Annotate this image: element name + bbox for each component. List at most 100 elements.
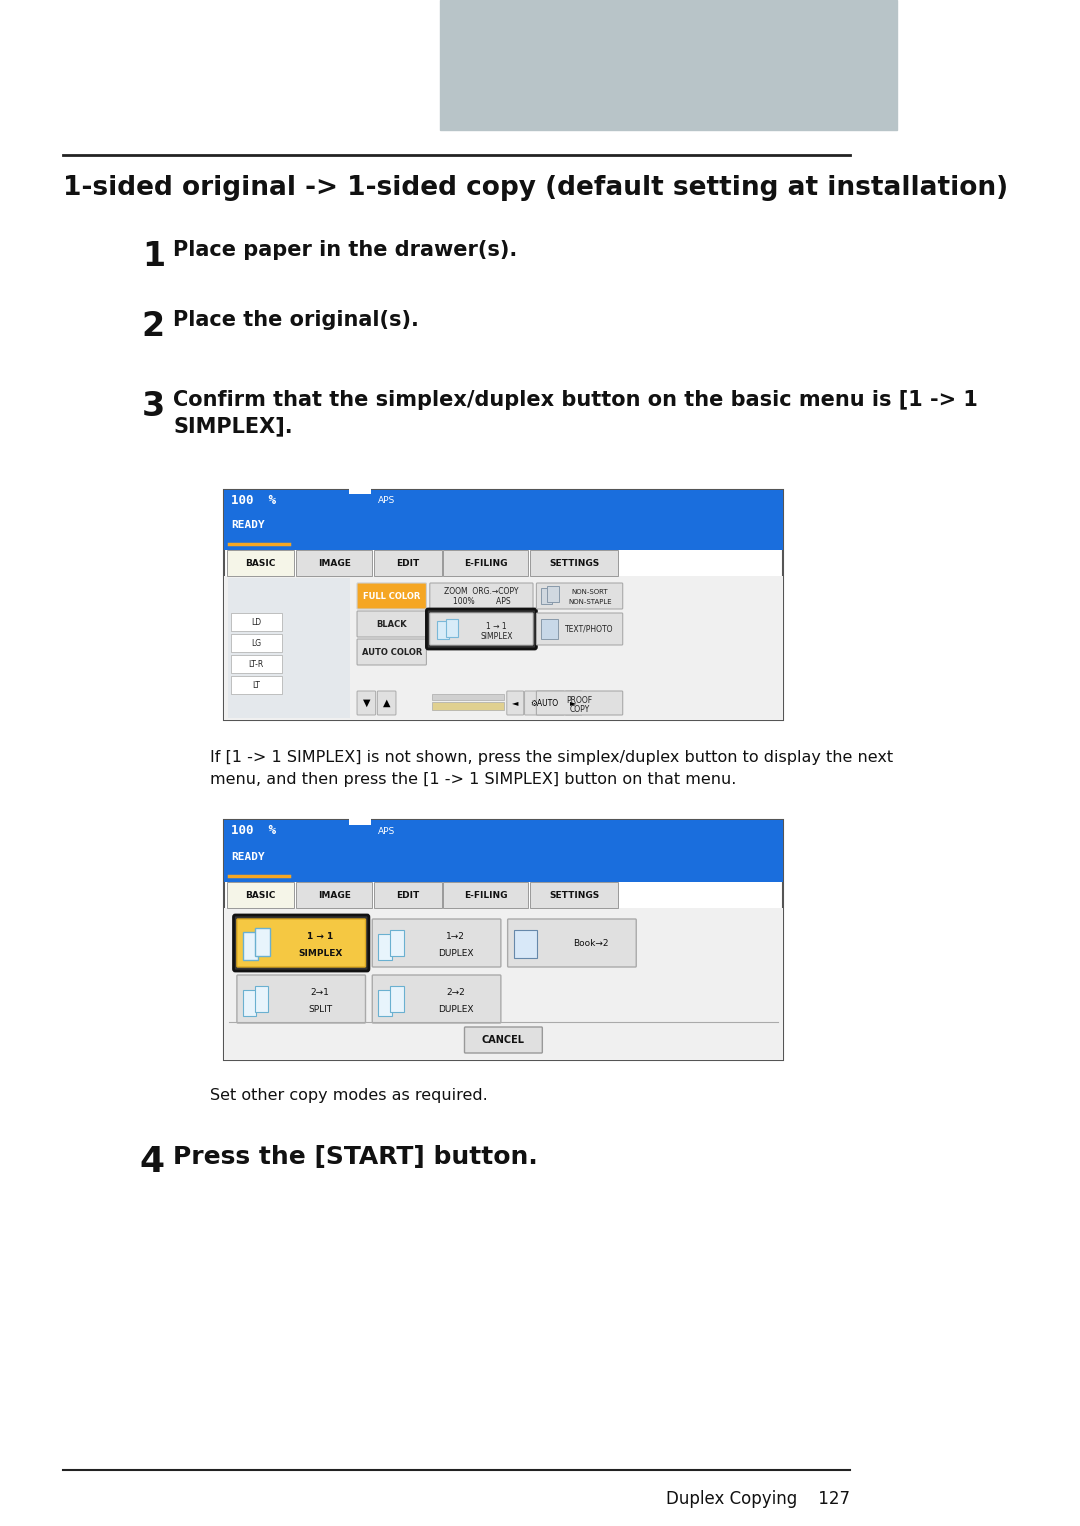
Text: FULL COLOR: FULL COLOR [363,592,420,601]
Text: ◄: ◄ [512,699,518,708]
Text: 100%         APS: 100% APS [453,597,510,606]
FancyBboxPatch shape [377,691,396,716]
Text: LT: LT [253,681,260,690]
Bar [255,928,270,955]
FancyBboxPatch shape [233,916,369,971]
Bar [390,986,404,1012]
FancyBboxPatch shape [357,610,427,636]
Bar [514,929,537,958]
Text: EDIT: EDIT [396,559,419,568]
Text: LG: LG [252,638,261,647]
Text: ►: ► [570,699,577,708]
Text: BASIC: BASIC [245,559,275,568]
Bar [225,575,783,720]
FancyBboxPatch shape [537,613,623,645]
Bar [374,549,442,575]
Bar [378,990,392,1016]
Text: Set other copy modes as required.: Set other copy modes as required. [210,1088,487,1103]
Text: 1: 1 [356,494,364,508]
FancyBboxPatch shape [237,919,365,967]
Bar [440,0,896,130]
Bar [529,882,619,908]
Bar [243,990,256,1016]
Text: ▼: ▼ [363,697,370,708]
Text: ZOOM  ORG.→COPY: ZOOM ORG.→COPY [444,588,518,597]
Text: 1-sided original -> 1-sided copy (default setting at installation): 1-sided original -> 1-sided copy (defaul… [64,175,1009,201]
Bar [225,908,783,1061]
Text: READY: READY [231,852,265,862]
FancyBboxPatch shape [357,691,376,716]
Bar [227,882,295,908]
Bar [225,490,783,720]
Text: SPLIT: SPLIT [308,1004,333,1013]
Text: DUPLEX: DUPLEX [437,949,473,958]
FancyBboxPatch shape [373,975,501,1022]
FancyBboxPatch shape [237,975,365,1022]
Text: Duplex Copying    127: Duplex Copying 127 [666,1489,850,1508]
FancyBboxPatch shape [430,613,534,645]
Bar [432,702,504,710]
FancyBboxPatch shape [508,919,636,967]
Bar [228,578,350,719]
Text: PROOF: PROOF [567,696,593,705]
Text: COPY: COPY [569,705,590,714]
FancyBboxPatch shape [507,691,524,716]
Bar [529,549,619,575]
Text: BASIC: BASIC [245,891,275,899]
Bar [296,549,373,575]
FancyBboxPatch shape [357,639,427,665]
Text: IMAGE: IMAGE [318,891,351,899]
Text: SETTINGS: SETTINGS [549,559,599,568]
FancyBboxPatch shape [537,691,623,716]
Text: CANCEL: CANCEL [482,1035,525,1045]
Text: 3: 3 [141,391,165,423]
FancyBboxPatch shape [464,1027,542,1053]
Text: Press the [START] button.: Press the [START] button. [174,1144,538,1169]
Bar [255,986,268,1012]
Text: APS: APS [378,496,395,505]
Bar [541,588,553,604]
Text: Confirm that the simplex/duplex button on the basic menu is [1 -> 1
SIMPLEX].: Confirm that the simplex/duplex button o… [174,391,978,436]
Text: EDIT: EDIT [396,891,419,899]
Bar [350,807,372,826]
Bar [390,929,404,955]
Text: E-FILING: E-FILING [464,559,508,568]
Bar [231,655,282,673]
Text: 1→2: 1→2 [446,931,465,940]
Text: Place paper in the drawer(s).: Place paper in the drawer(s). [174,240,517,259]
Bar [443,882,528,908]
Text: NON-SORT: NON-SORT [571,589,608,595]
FancyBboxPatch shape [427,609,537,649]
FancyBboxPatch shape [565,691,582,716]
Text: TEXT/PHOTO: TEXT/PHOTO [566,624,613,633]
Text: LD: LD [252,618,261,627]
Bar [443,549,528,575]
Text: SIMPLEX: SIMPLEX [298,949,342,958]
Text: 1: 1 [356,826,364,839]
Text: SETTINGS: SETTINGS [549,891,599,899]
Bar [231,635,282,652]
Text: 1: 1 [141,240,165,273]
Text: READY: READY [231,520,265,530]
Bar [227,549,295,575]
Bar [225,819,783,882]
Bar [378,934,392,960]
Bar [296,882,373,908]
Bar [548,586,559,601]
FancyBboxPatch shape [430,583,534,609]
Bar [231,613,282,632]
Text: BLACK: BLACK [377,620,407,629]
Bar [432,694,504,700]
Bar [231,676,282,694]
FancyBboxPatch shape [537,583,623,609]
Text: Book→2: Book→2 [573,938,609,948]
Text: ▲: ▲ [383,697,390,708]
Bar [243,932,258,960]
Text: If [1 -> 1 SIMPLEX] is not shown, press the simplex/duplex button to display the: If [1 -> 1 SIMPLEX] is not shown, press … [210,749,893,787]
Text: APS: APS [378,827,395,836]
Text: ⚙AUTO: ⚙AUTO [530,699,558,708]
Bar [437,621,449,639]
Bar [374,882,442,908]
Text: 100  %: 100 % [231,824,276,836]
Bar [350,476,372,494]
